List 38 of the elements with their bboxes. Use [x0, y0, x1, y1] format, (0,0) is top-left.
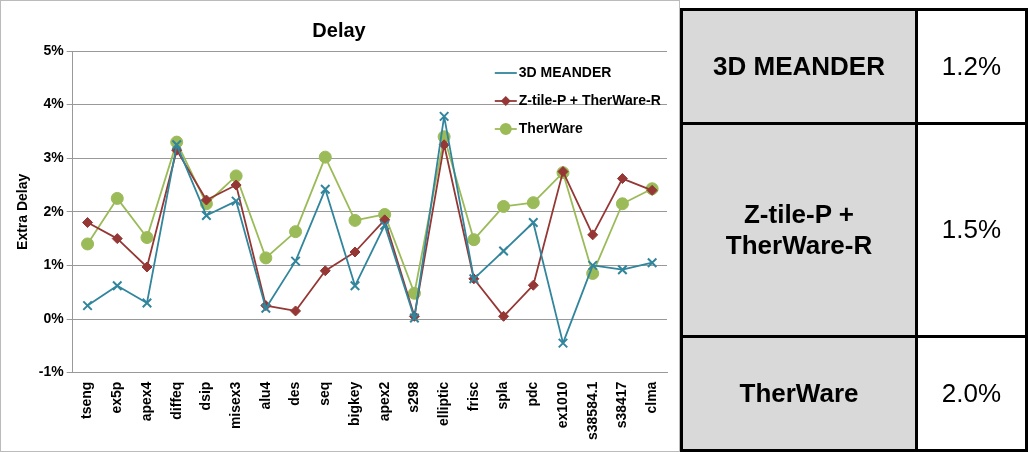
x-tick-label: spla — [494, 381, 511, 410]
legend-label: Z-tile-P + TherWare-R — [518, 91, 661, 108]
text: 1.5% — [941, 214, 1002, 245]
chart-title: Delay — [312, 18, 367, 41]
x-tick-label: apex4 — [137, 381, 154, 422]
legend-label: TherWare — [518, 119, 584, 136]
y-tick-label: 2% — [43, 202, 65, 219]
x-tick-label: s298 — [405, 381, 422, 413]
y-axis-title: Extra Delay — [14, 173, 31, 250]
text: 1.2% — [941, 51, 1002, 82]
x-tick-label: s38417 — [613, 381, 630, 429]
x-tick-label: apex2 — [375, 381, 392, 422]
y-tick-label: -1% — [38, 363, 65, 380]
y-tick-label: 0% — [43, 309, 65, 326]
x-tick-label: ex1010 — [553, 381, 570, 429]
y-tick-label: 3% — [43, 149, 65, 166]
y-tick-label: 1% — [43, 256, 65, 273]
category-label: TherWare — [681, 336, 917, 451]
x-tick-label: bigkey — [345, 381, 362, 426]
x-tick-label: s38584.1 — [583, 381, 600, 441]
x-tick-label: pdc — [524, 381, 541, 407]
x-tick-label: frisc — [464, 381, 481, 412]
category-label: 3D MEANDER — [681, 9, 917, 124]
x-tick-label: des — [286, 381, 303, 406]
y-tick-label: 5% — [43, 41, 65, 58]
x-tick-label: clma — [643, 381, 659, 414]
x-tick-label: alu4 — [256, 381, 273, 410]
y-tick-label: 4% — [43, 95, 65, 112]
x-tick-label: dsip — [197, 381, 214, 411]
category-label: Z-tile-P + TherWare-R — [681, 123, 917, 337]
text: 2.0% — [941, 377, 1002, 408]
legend-label: 3D MEANDER — [518, 63, 612, 80]
x-tick-label: tseng — [78, 381, 95, 419]
x-tick-label: ex5p — [108, 381, 125, 414]
x-tick-label: diffeq — [167, 381, 184, 420]
x-tick-label: seq — [316, 381, 333, 406]
x-tick-label: elliptic — [435, 381, 451, 426]
x-tick-label: misex3 — [226, 381, 243, 430]
